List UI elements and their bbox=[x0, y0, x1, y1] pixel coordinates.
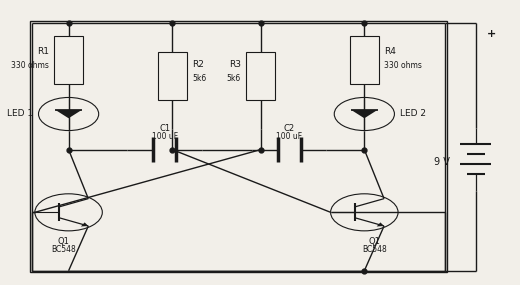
Polygon shape bbox=[376, 222, 384, 227]
Circle shape bbox=[334, 97, 395, 131]
Text: C1: C1 bbox=[159, 123, 170, 133]
Bar bbox=[30, 21, 447, 272]
Text: 100 uF: 100 uF bbox=[151, 132, 178, 141]
Bar bbox=[158, 52, 187, 100]
Text: LED 2: LED 2 bbox=[400, 109, 426, 119]
Bar bbox=[350, 36, 379, 84]
Circle shape bbox=[38, 97, 99, 131]
Polygon shape bbox=[351, 110, 378, 118]
Text: 5k6: 5k6 bbox=[227, 74, 241, 83]
Circle shape bbox=[331, 194, 398, 231]
Text: 330 ohms: 330 ohms bbox=[384, 61, 422, 70]
Bar bbox=[54, 36, 83, 84]
Circle shape bbox=[35, 194, 102, 231]
Text: 330 ohms: 330 ohms bbox=[11, 61, 49, 70]
Text: R2: R2 bbox=[192, 60, 204, 69]
Text: 9 V: 9 V bbox=[434, 157, 450, 168]
Text: R4: R4 bbox=[384, 47, 396, 56]
Text: 100 uF: 100 uF bbox=[276, 132, 302, 141]
Text: Q1: Q1 bbox=[369, 237, 381, 246]
Text: 5k6: 5k6 bbox=[192, 74, 206, 83]
Text: BC548: BC548 bbox=[51, 245, 76, 254]
Polygon shape bbox=[55, 110, 82, 118]
Polygon shape bbox=[81, 222, 88, 227]
Text: C2: C2 bbox=[283, 123, 295, 133]
Text: Q1: Q1 bbox=[58, 237, 69, 246]
Text: R1: R1 bbox=[37, 47, 49, 56]
Bar bbox=[246, 52, 275, 100]
Text: LED 1: LED 1 bbox=[7, 109, 33, 119]
Text: BC548: BC548 bbox=[362, 245, 387, 254]
Text: +: + bbox=[487, 29, 497, 39]
Text: R3: R3 bbox=[229, 60, 241, 69]
